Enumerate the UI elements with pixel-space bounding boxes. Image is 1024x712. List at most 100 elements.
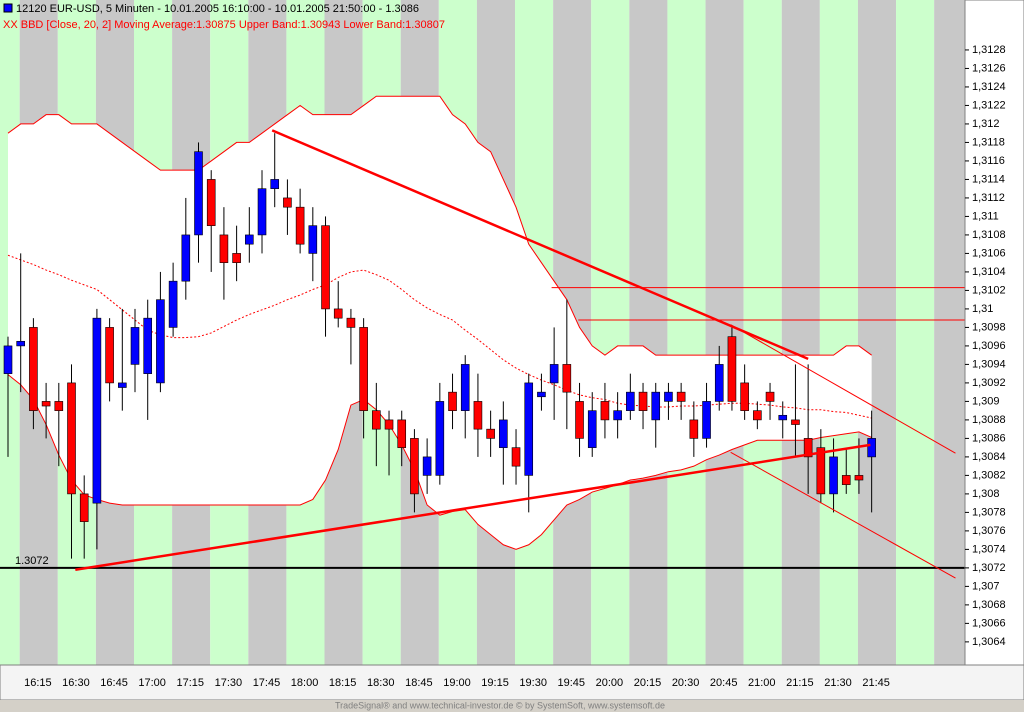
candle-body: [816, 447, 826, 495]
y-tick-label: 1,3094: [972, 358, 1006, 370]
time-band: [629, 0, 668, 665]
y-tick-label: 1,3066: [972, 617, 1006, 629]
candle-body: [257, 188, 267, 236]
y-tick-label: 1,3084: [972, 451, 1006, 463]
candle-body: [587, 410, 597, 448]
candle-body: [79, 493, 89, 522]
candle-body: [689, 419, 699, 439]
candle-body: [397, 419, 407, 448]
x-tick-label: 20:30: [672, 677, 700, 689]
candle-body: [460, 364, 470, 411]
x-tick-label: 19:15: [481, 677, 509, 689]
y-tick-label: 1,3108: [972, 229, 1006, 241]
y-tick-label: 1,308: [972, 488, 1000, 500]
y-tick-label: 1,3082: [972, 469, 1006, 481]
candle-body: [791, 419, 800, 425]
candle-body: [3, 345, 13, 374]
y-tick-label: 1,3118: [972, 136, 1005, 148]
candle-body: [575, 401, 584, 439]
y-tick-label: 1,3098: [972, 321, 1006, 333]
x-tick-label: 18:45: [405, 677, 433, 689]
candle-body: [753, 410, 762, 421]
candle-body: [613, 410, 622, 421]
trend-line: [730, 451, 956, 579]
y-tick-label: 1,3106: [972, 247, 1006, 259]
price-axis: [964, 0, 1024, 666]
candle-body: [854, 475, 864, 481]
candle-body: [702, 401, 711, 439]
x-tick-label: 18:30: [367, 677, 395, 689]
x-tick-label: 17:15: [176, 677, 204, 689]
candle-body: [626, 391, 635, 411]
candle-body: [803, 438, 813, 458]
x-tick-label: 18:00: [291, 677, 319, 689]
candle-body: [638, 391, 648, 411]
candle-body: [499, 419, 508, 448]
y-tick-label: 1,312: [972, 118, 1000, 130]
candle-body: [473, 401, 483, 430]
x-tick-label: 21:15: [786, 677, 814, 689]
plot-area: 1.3072: [0, 95, 965, 579]
y-tick-label: 1,31: [972, 303, 993, 315]
candle-body: [346, 317, 356, 328]
candle-body: [841, 475, 851, 485]
candle-body: [372, 410, 381, 430]
candle-body: [422, 456, 432, 476]
y-tick-label: 1,3122: [972, 99, 1006, 111]
candle-body: [270, 179, 280, 189]
y-tick-label: 1,3092: [972, 377, 1006, 389]
candle-body: [448, 391, 457, 411]
candle-body: [29, 327, 38, 411]
y-tick-label: 1,3072: [972, 562, 1006, 574]
candle-body: [118, 382, 127, 388]
trend-line: [730, 324, 956, 454]
y-tick-label: 1,309: [972, 395, 1000, 407]
candle-body: [778, 414, 788, 421]
x-tick-label: 16:15: [24, 677, 52, 689]
candle-body: [867, 438, 876, 458]
candle-body: [384, 419, 394, 430]
candle-body: [829, 456, 838, 495]
candle-body: [194, 151, 203, 236]
y-tick-label: 1,3112: [972, 192, 1005, 204]
x-tick-label: 16:45: [100, 677, 128, 689]
x-tick-label: 19:45: [558, 677, 586, 689]
x-tick-label: 16:30: [62, 677, 90, 689]
y-tick-label: 1,3078: [972, 506, 1006, 518]
candle-body: [740, 382, 749, 411]
y-tick-label: 1,3064: [972, 636, 1006, 648]
candle-body: [232, 253, 241, 263]
candle-body: [308, 225, 318, 254]
y-tick-label: 1,3086: [972, 432, 1006, 444]
candle-body: [130, 327, 140, 365]
time-band: [781, 0, 820, 665]
footer: TradeSignal® and www.technical-investor.…: [335, 700, 665, 710]
y-tick-label: 1,3074: [972, 543, 1006, 555]
candle-body: [435, 401, 445, 476]
y-tick-label: 1,311: [972, 210, 999, 222]
x-tick-label: 20:00: [596, 677, 624, 689]
time-band: [743, 0, 782, 665]
y-tick-label: 1,3128: [972, 44, 1006, 56]
y-tick-label: 1,3102: [972, 284, 1006, 296]
y-tick-label: 1,3096: [972, 340, 1006, 352]
y-tick-label: 1,3116: [972, 155, 1005, 167]
candle-body: [549, 364, 559, 384]
x-tick-label: 17:00: [138, 677, 166, 689]
candle-body: [676, 391, 686, 402]
candle-body: [143, 317, 153, 374]
time-band: [591, 0, 630, 665]
x-tick-label: 20:45: [710, 677, 738, 689]
candle-body: [359, 327, 368, 411]
y-tick-label: 1,3104: [972, 266, 1006, 278]
x-tick-label: 21:30: [824, 677, 852, 689]
x-tick-label: 21:00: [748, 677, 776, 689]
candle-body: [410, 438, 419, 495]
y-tick-label: 1,3124: [972, 81, 1006, 93]
candle-body: [537, 391, 546, 398]
time-band: [667, 0, 706, 665]
candle-body: [245, 234, 254, 245]
candle-body: [67, 382, 76, 495]
candle-body: [651, 391, 661, 421]
time-band: [857, 0, 897, 665]
